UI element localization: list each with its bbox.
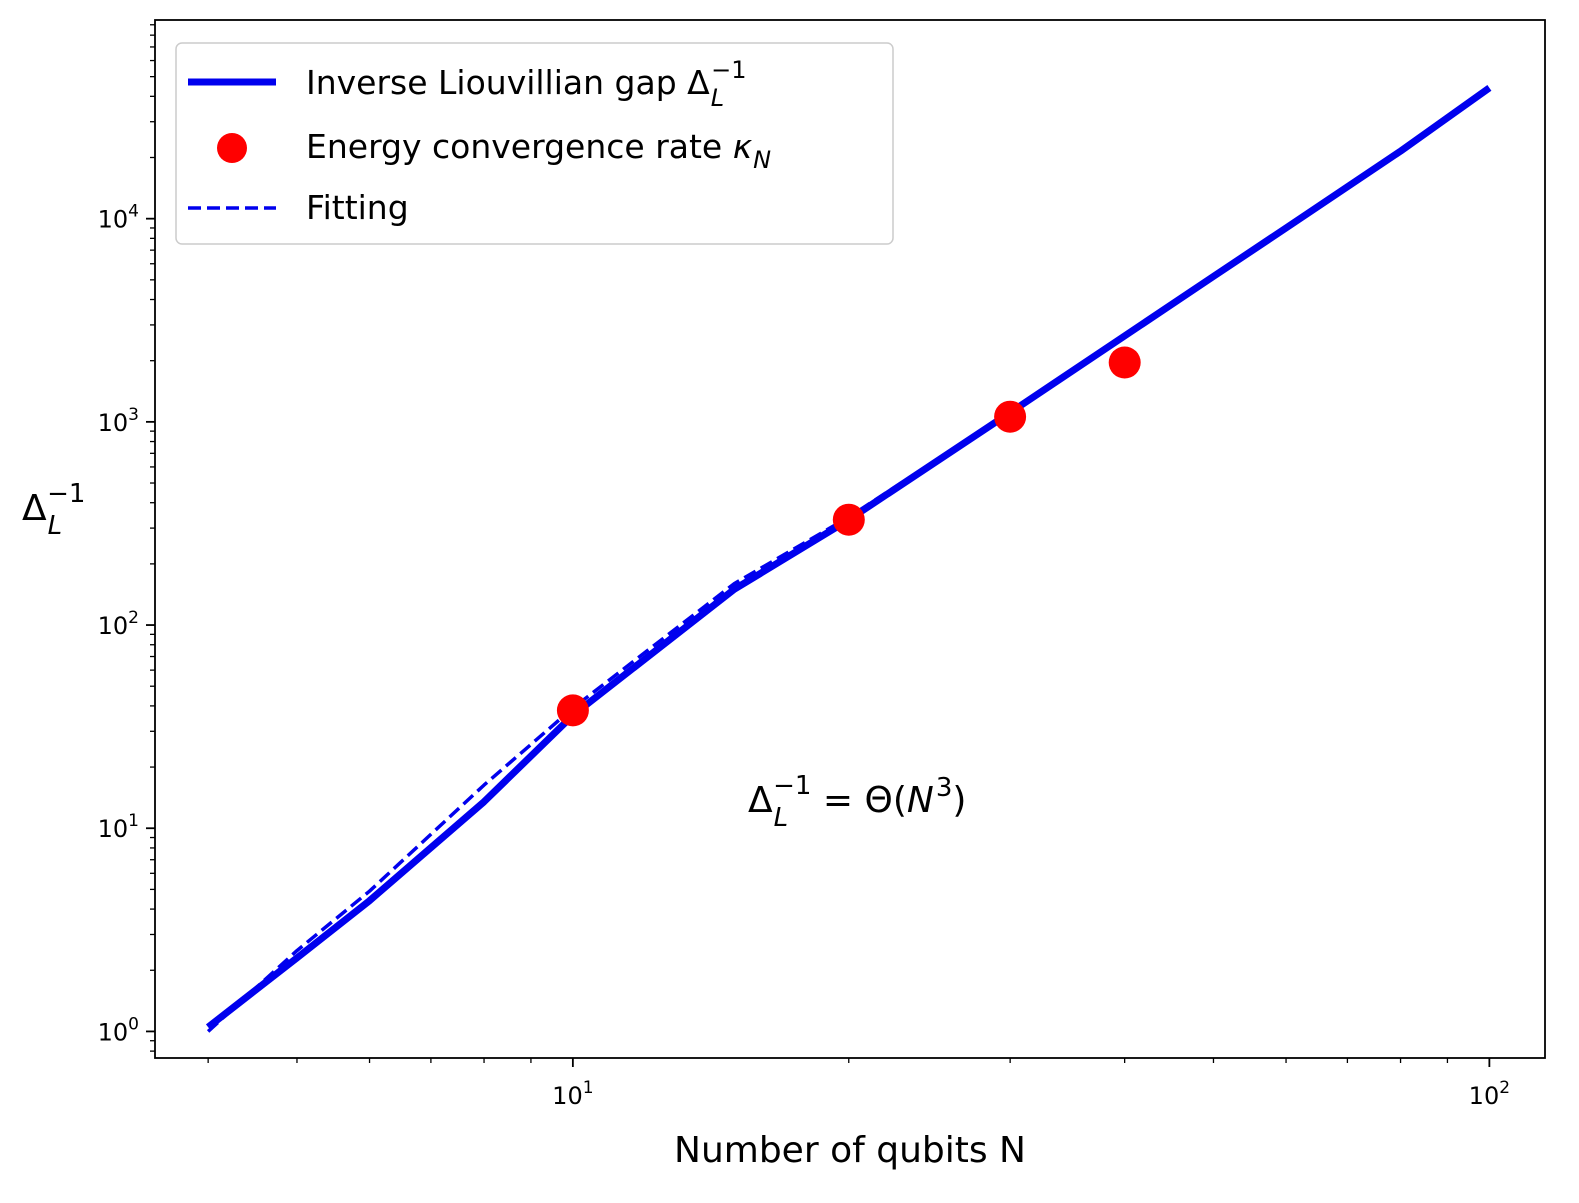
y-tick-label: 100 <box>98 1014 139 1046</box>
energy-convergence-point <box>1108 346 1141 379</box>
x-axis: 101 102 <box>207 1058 1510 1110</box>
legend-label-energy-convergence: Energy convergence rate κN <box>306 127 771 174</box>
y-tick-label: 102 <box>98 608 139 640</box>
y-tick-label: 103 <box>98 405 139 437</box>
points-layer <box>556 346 1141 727</box>
energy-convergence-point <box>556 694 589 727</box>
legend-swatch-red-marker <box>217 133 247 163</box>
x-tick-label: 102 <box>1469 1078 1510 1110</box>
legend-label-liouvillian-gap: Inverse Liouvillian gap ΔL−1 <box>306 56 746 112</box>
y-axis: 100 101 102 103 104 <box>98 24 155 1052</box>
energy-convergence-point <box>832 503 865 536</box>
legend: Inverse Liouvillian gap ΔL−1 Energy conv… <box>175 42 894 245</box>
y-tick-label: 101 <box>98 811 139 843</box>
y-tick-label: 104 <box>98 202 139 234</box>
legend-box <box>175 42 894 245</box>
scaling-annotation: ΔL−1 = Θ(N3) <box>748 771 966 833</box>
x-axis-label: Number of qubits N <box>674 1130 1026 1171</box>
legend-label-fitting: Fitting <box>306 188 409 227</box>
energy-convergence-point <box>994 400 1027 433</box>
x-tick-label: 101 <box>552 1078 593 1110</box>
y-axis-label: ΔL−1 <box>22 479 85 541</box>
plot-frame <box>154 19 1546 1059</box>
